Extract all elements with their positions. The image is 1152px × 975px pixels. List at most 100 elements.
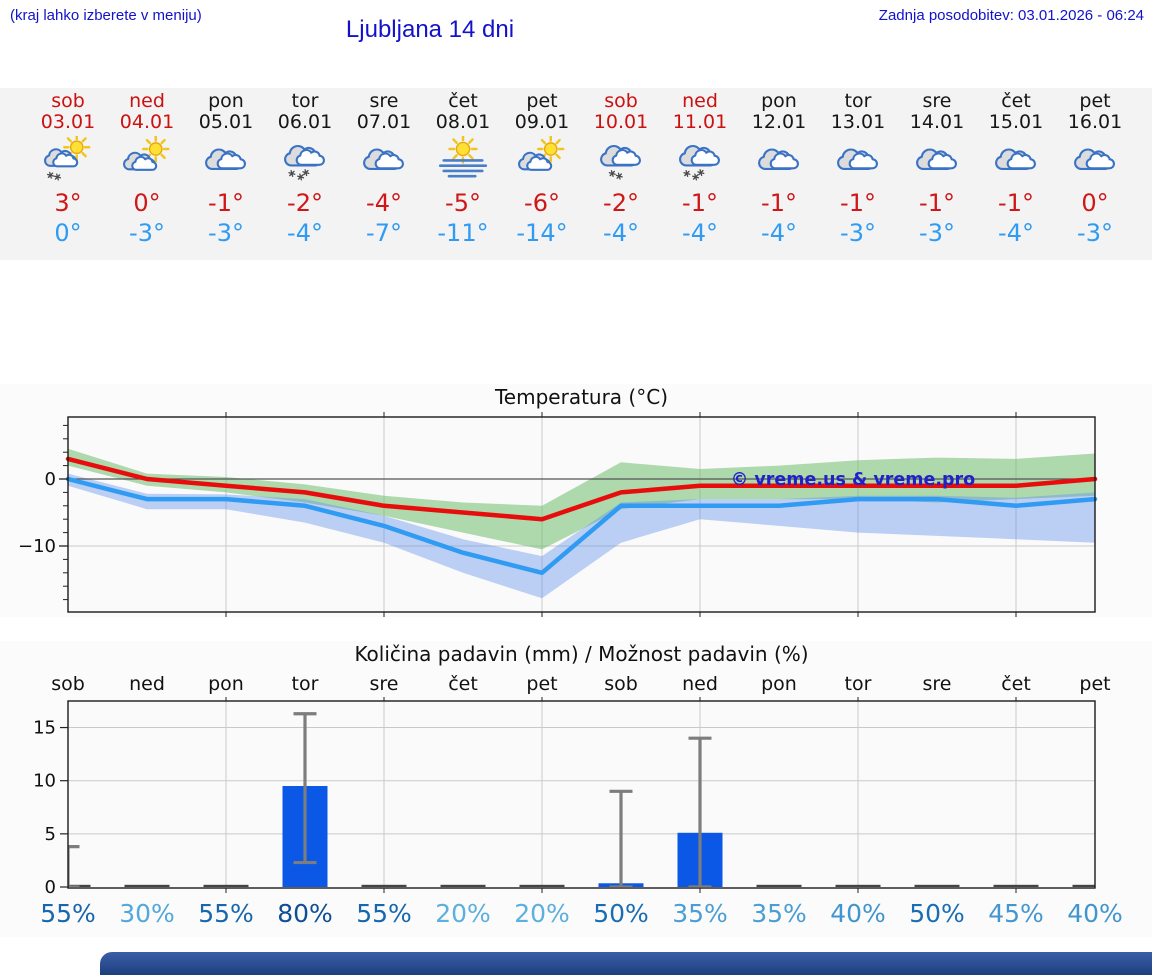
day-date: 08.01 xyxy=(435,111,491,133)
day-column: pet 09.01 -6° -14° xyxy=(503,88,582,248)
day-column: tor 06.01 -2° -4° xyxy=(266,88,345,248)
precip-probability: 35% xyxy=(672,899,728,928)
precip-y-tick-label: 0 xyxy=(45,877,56,898)
precipitation-chart-title: Količina padavin (mm) / Možnost padavin … xyxy=(354,642,809,666)
day-column: pet 16.01 0° -3° xyxy=(1056,88,1135,248)
day-column: ned 04.01 0° -3° xyxy=(108,88,187,248)
precip-bar-zero xyxy=(203,884,249,887)
high-temp: -2° xyxy=(287,189,323,217)
precip-day-label: čet xyxy=(1001,673,1031,695)
high-temp-line xyxy=(65,456,1098,522)
high-temp: -1° xyxy=(919,189,955,217)
precip-day-label: sre xyxy=(922,673,952,695)
day-name: pon xyxy=(761,90,797,112)
day-date: 04.01 xyxy=(119,111,175,133)
high-temp: 3° xyxy=(54,189,82,217)
precip-probability: 20% xyxy=(435,899,491,928)
low-temp: -3° xyxy=(208,219,244,247)
temperature-chart-title: Temperatura (°C) xyxy=(494,385,668,409)
high-temp: -2° xyxy=(603,189,639,217)
precip-probability: 20% xyxy=(514,899,570,928)
precip-probability: 35% xyxy=(751,899,807,928)
day-name: tor xyxy=(291,90,319,112)
day-name: sob xyxy=(604,90,638,112)
precip-bar-zero xyxy=(756,884,802,887)
day-name: sre xyxy=(922,90,952,112)
day-column: tor 13.01 -1° -3° xyxy=(819,88,898,248)
day-date: 12.01 xyxy=(751,111,807,133)
day-name: ned xyxy=(129,90,165,112)
last-update-timestamp: Zadnja posodobitev: 03.01.2026 - 06:24 xyxy=(878,7,1144,24)
precip-probability: 40% xyxy=(1067,899,1123,928)
day-date: 07.01 xyxy=(356,111,412,133)
cloudy-snow-icon xyxy=(661,133,740,185)
day-column: sob 03.01 3° 0° xyxy=(29,88,108,248)
day-date: 03.01 xyxy=(40,111,96,133)
day-date: 11.01 xyxy=(672,111,728,133)
low-temp: -4° xyxy=(761,219,797,247)
high-temp: -1° xyxy=(998,189,1034,217)
precip-day-label: ned xyxy=(129,673,165,695)
precip-bar-zero xyxy=(519,884,565,887)
low-temp: -14° xyxy=(516,219,568,247)
low-temp: -3° xyxy=(840,219,876,247)
precip-probability: 50% xyxy=(909,899,965,928)
cloudy-icon xyxy=(1056,133,1135,185)
precip-probability: 30% xyxy=(119,899,175,928)
cloudy-icon xyxy=(740,133,819,185)
precip-y-tick-label: 10 xyxy=(33,771,56,792)
footer-banner xyxy=(100,952,1152,975)
sun-cloud-snow-icon xyxy=(29,133,108,185)
precip-day-label: tor xyxy=(291,673,319,695)
day-date: 14.01 xyxy=(909,111,965,133)
high-temp: 0° xyxy=(1081,189,1109,217)
precip-bar-zero xyxy=(440,884,486,887)
low-temp: -4° xyxy=(998,219,1034,247)
day-column: sre 07.01 -4° -7° xyxy=(345,88,424,248)
high-temp: -6° xyxy=(524,189,560,217)
precip-bar-zero xyxy=(993,884,1039,887)
day-forecast-strip: sob 03.01 3° 0° ned 04.01 0° -3° pon 05.01 -1° -3… xyxy=(0,88,1152,260)
precip-bar-zero xyxy=(835,884,881,887)
precip-probability: 80% xyxy=(277,899,333,928)
day-date: 06.01 xyxy=(277,111,333,133)
day-column: sre 14.01 -1° -3° xyxy=(898,88,977,248)
precip-bar-zero xyxy=(914,884,960,887)
precip-day-label: sob xyxy=(604,673,638,695)
day-date: 05.01 xyxy=(198,111,254,133)
precip-probability: 55% xyxy=(198,899,254,928)
precip-day-label: tor xyxy=(844,673,872,695)
precip-day-label: pon xyxy=(208,673,244,695)
low-temp-line xyxy=(65,476,1098,576)
temp-y-tick-label: −10 xyxy=(18,536,56,557)
day-name: pon xyxy=(208,90,244,112)
day-name: čet xyxy=(448,90,478,112)
day-date: 16.01 xyxy=(1067,111,1123,133)
precipitation-chart: 0 5 10 15 xyxy=(33,697,1096,898)
high-temp: 0° xyxy=(133,189,161,217)
high-temp: -1° xyxy=(682,189,718,217)
day-column: pon 12.01 -1° -4° xyxy=(740,88,819,248)
watermark-link[interactable]: © vreme.us & vreme.pro xyxy=(731,470,975,490)
day-column: sob 10.01 -2° -4° xyxy=(582,88,661,248)
precip-probability: 50% xyxy=(593,899,649,928)
day-name: čet xyxy=(1001,90,1031,112)
precip-day-labels: sob ned pon tor sre čet pet sob ned pon tor sre čet p… xyxy=(0,673,1152,697)
precipitation-figure: Količina padavin (mm) / Možnost padavin … xyxy=(0,641,1152,937)
cloudy-icon xyxy=(977,133,1056,185)
temperature-figure: Temperatura (°C) 0 −10 © vreme.us & vreme.… xyxy=(0,384,1152,617)
precip-y-tick-label: 5 xyxy=(45,824,56,845)
day-date: 15.01 xyxy=(988,111,1044,133)
precip-day-label: sre xyxy=(369,673,399,695)
precip-probability: 40% xyxy=(830,899,886,928)
precip-day-label: pet xyxy=(526,673,558,695)
cloudy-snow-light-icon xyxy=(582,133,661,185)
high-temp-band xyxy=(68,448,1095,550)
precip-day-label: sob xyxy=(51,673,85,695)
low-temp: -4° xyxy=(603,219,639,247)
fog-sun-icon xyxy=(424,133,503,185)
day-name: ned xyxy=(682,90,718,112)
day-column: čet 15.01 -1° -4° xyxy=(977,88,1056,248)
day-date: 13.01 xyxy=(830,111,886,133)
precip-bar-zero xyxy=(361,884,407,887)
